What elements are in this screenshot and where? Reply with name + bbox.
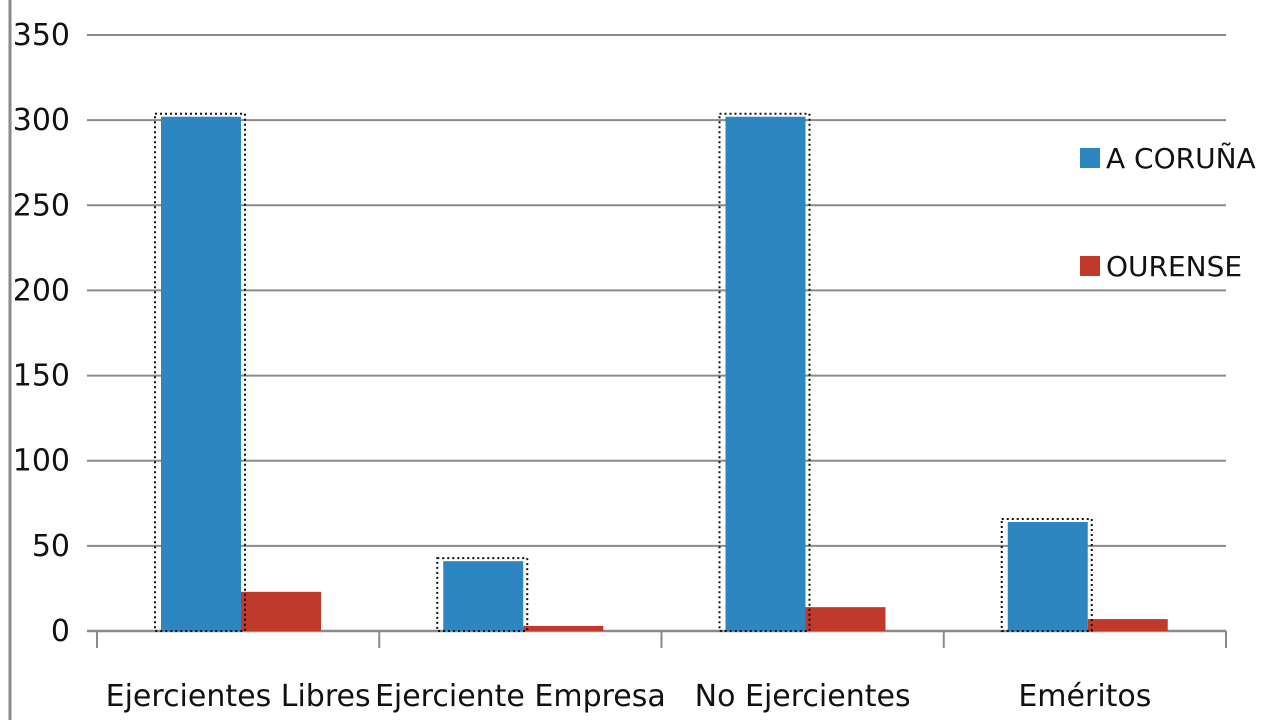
y-tick-label: 100 [13,444,70,479]
bar-ourense-3[interactable] [805,607,886,631]
bar-selection-outline [154,112,246,633]
bar-a-coruna-3[interactable] [725,116,806,632]
y-tick-label: 0 [51,614,70,649]
y-tick-label: 50 [32,529,70,564]
y-tick-label: 250 [13,188,70,223]
legend-label: A CORUÑA [1106,142,1256,175]
bar-ourense-4[interactable] [1087,619,1168,631]
bar-selection-outline [718,112,811,633]
bar-a-coruna-4[interactable] [1007,522,1088,631]
y-tick-label: 350 [13,18,70,53]
x-category-label: Ejercientes Libres [106,679,371,714]
x-category-label: No Ejercientes [695,679,911,714]
bar-ourense-2[interactable] [523,625,604,631]
y-tick-label: 300 [13,103,70,138]
legend-swatch [1080,256,1100,276]
x-category-label: Ejerciente Empresa [375,679,666,714]
y-tick-label: 200 [13,273,70,308]
bars-layer [154,112,1168,633]
x-category-label: Eméritos [1018,679,1151,714]
bar-selection-outline [436,557,529,633]
bar-a-coruna-2[interactable] [443,561,524,631]
bar-selection-outline [1000,518,1093,633]
bar-ourense-1[interactable] [241,591,321,631]
legend: A CORUÑA OURENSE [1080,142,1256,283]
legend-swatch [1080,148,1100,168]
axis-layer [8,0,1227,720]
bar-a-coruna-1[interactable] [161,116,241,632]
legend-label: OURENSE [1106,250,1242,283]
y-tick-label: 150 [13,359,70,394]
